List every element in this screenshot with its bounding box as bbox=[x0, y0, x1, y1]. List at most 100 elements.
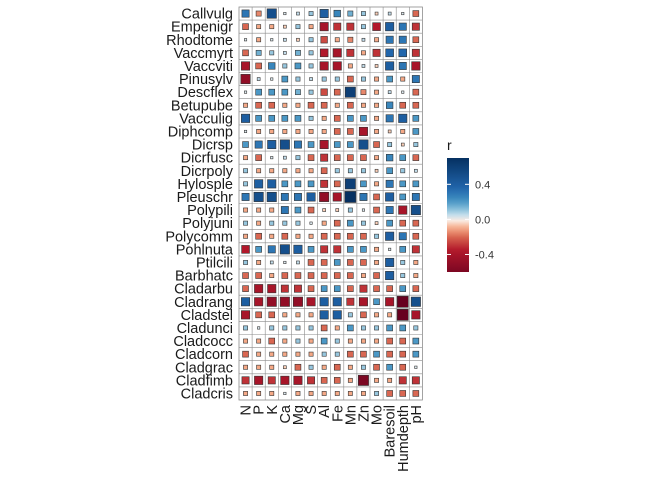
correlation-square bbox=[269, 129, 275, 134]
correlation-square bbox=[361, 37, 366, 42]
correlation-square bbox=[358, 126, 368, 136]
correlation-square bbox=[412, 10, 420, 17]
row-label: Ptilcili bbox=[196, 255, 233, 271]
correlation-square bbox=[320, 232, 328, 240]
correlation-square bbox=[347, 232, 354, 240]
correlation-square bbox=[308, 63, 314, 69]
correlation-square bbox=[358, 139, 369, 150]
correlation-square bbox=[385, 114, 394, 123]
correlation-square bbox=[320, 272, 328, 279]
correlation-square bbox=[387, 90, 392, 94]
correlation-square bbox=[386, 363, 393, 371]
correlation-square bbox=[398, 48, 407, 58]
correlation-square bbox=[332, 297, 342, 307]
correlation-square bbox=[399, 337, 407, 345]
correlation-square bbox=[308, 351, 314, 357]
correlation-square bbox=[266, 8, 277, 19]
correlation-square bbox=[255, 115, 262, 122]
correlation-square bbox=[374, 76, 379, 82]
correlation-square bbox=[347, 377, 353, 383]
correlation-square bbox=[374, 246, 379, 252]
correlation-square bbox=[308, 115, 314, 121]
correlation-square bbox=[319, 61, 329, 71]
correlation-square bbox=[254, 297, 264, 307]
correlation-square bbox=[295, 338, 301, 344]
correlation-square bbox=[243, 168, 248, 174]
row-label: Pleuschr bbox=[177, 190, 234, 206]
correlation-square bbox=[241, 9, 250, 18]
correlation-square bbox=[294, 115, 302, 122]
correlation-square bbox=[399, 246, 407, 253]
correlation-square bbox=[411, 376, 420, 385]
correlation-square bbox=[361, 273, 366, 278]
correlation-square bbox=[412, 219, 420, 227]
correlation-square bbox=[347, 259, 354, 266]
correlation-square bbox=[414, 365, 418, 369]
correlation-square bbox=[374, 325, 379, 331]
correlation-square bbox=[270, 156, 274, 160]
correlation-square bbox=[385, 231, 395, 241]
correlation-square bbox=[360, 350, 367, 358]
legend-tick-label: 0.0 bbox=[475, 214, 490, 226]
correlation-square bbox=[254, 140, 263, 149]
correlation-square bbox=[411, 193, 420, 201]
row-label: Cladgrac bbox=[175, 360, 233, 376]
correlation-square bbox=[269, 50, 275, 56]
correlation-square bbox=[283, 155, 287, 160]
correlation-square bbox=[398, 35, 407, 44]
column-label: Fe bbox=[330, 405, 346, 422]
correlation-square bbox=[255, 232, 262, 240]
correlation-square bbox=[386, 350, 393, 358]
correlation-square bbox=[361, 208, 365, 212]
correlation-square bbox=[386, 75, 393, 83]
correlation-square bbox=[283, 24, 287, 29]
column-label: Ca bbox=[278, 404, 294, 423]
correlation-square bbox=[268, 101, 276, 109]
correlation-square bbox=[294, 272, 302, 279]
correlation-square bbox=[266, 191, 277, 202]
row-label: Cladcris bbox=[181, 386, 233, 402]
row-label: Vacculig bbox=[179, 111, 233, 127]
correlation-square bbox=[267, 284, 277, 294]
row-label: Dicrfusc bbox=[181, 151, 233, 167]
correlation-square bbox=[256, 391, 262, 396]
correlation-square bbox=[374, 11, 379, 16]
correlation-square bbox=[398, 62, 407, 70]
correlation-square bbox=[347, 168, 353, 174]
column-label: Al bbox=[317, 405, 333, 418]
correlation-square bbox=[333, 232, 341, 240]
correlation-square bbox=[242, 350, 249, 358]
correlation-square bbox=[243, 364, 248, 370]
correlation-square bbox=[412, 337, 420, 345]
correlation-square bbox=[359, 284, 368, 293]
correlation-square bbox=[374, 64, 379, 68]
column-label: N bbox=[239, 405, 255, 415]
correlation-square bbox=[241, 376, 250, 385]
correlation-square bbox=[361, 24, 366, 30]
correlation-square bbox=[255, 246, 262, 253]
correlation-square bbox=[411, 61, 421, 71]
correlation-square bbox=[374, 377, 379, 383]
correlation-square bbox=[282, 129, 288, 134]
correlation-square bbox=[347, 63, 353, 69]
correlation-square bbox=[360, 154, 367, 161]
correlation-square bbox=[334, 338, 340, 344]
correlation-square bbox=[374, 37, 379, 43]
grid bbox=[238, 6, 423, 401]
correlation-square bbox=[385, 257, 395, 267]
correlation-square bbox=[244, 129, 248, 133]
correlation-square bbox=[320, 153, 329, 162]
correlation-square bbox=[268, 62, 276, 70]
correlation-square bbox=[283, 365, 287, 370]
correlation-square bbox=[385, 22, 395, 32]
correlation-square bbox=[254, 284, 264, 294]
correlation-square bbox=[320, 179, 329, 188]
correlation-square bbox=[333, 9, 341, 18]
correlation-square bbox=[281, 272, 289, 279]
correlation-square bbox=[321, 76, 327, 82]
correlation-square bbox=[373, 206, 380, 214]
correlation-square bbox=[346, 22, 355, 31]
correlation-square bbox=[333, 154, 341, 161]
row-label: Cladrang bbox=[174, 295, 233, 311]
correlation-square bbox=[386, 154, 394, 162]
